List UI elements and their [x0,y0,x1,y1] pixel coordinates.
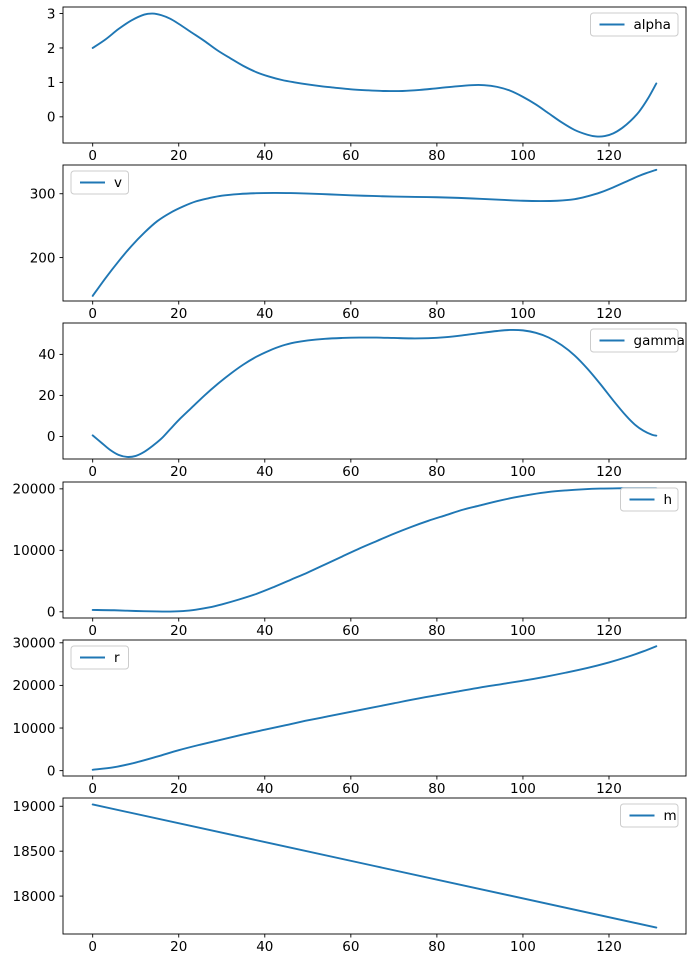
series-line-r [91,645,658,771]
legend-label-m: m [664,808,677,824]
x-tick-label: 0 [88,781,97,797]
series-line-v [91,168,658,297]
x-tick-label: 20 [170,464,187,480]
x-tick-label: 80 [428,623,445,639]
y-tick-label: 0 [47,110,56,126]
x-tick-label: 100 [510,939,536,955]
axes-spines [62,164,687,302]
x-tick-label: 80 [428,939,445,955]
x-tick-label: 80 [428,464,445,480]
x-tick-label: 60 [342,306,359,322]
legend-label-h: h [664,492,673,508]
y-tick-label: 18000 [13,889,56,905]
x-tick-label: 20 [170,623,187,639]
x-tick-label: 40 [256,781,273,797]
axes-background [63,7,686,143]
series-line-gamma [91,328,658,458]
x-tick-label: 60 [342,464,359,480]
subplot-m: 0 20 40 60 80 100 120 18000 18500 19000 m [13,797,687,955]
y-tick-label: 3 [47,6,56,22]
x-tick-label: 120 [596,306,622,322]
y-tick-label: 40 [38,347,55,363]
y-tick-label: 20000 [13,678,56,694]
x-tick-label: 40 [256,464,273,480]
subplot-gamma: 0 20 40 60 80 100 120 0 20 40 gamma [38,322,687,480]
x-tick-label: 80 [428,148,445,164]
x-tick-label: 100 [510,781,536,797]
x-tick-label: 100 [510,148,536,164]
axes-spines [62,639,687,777]
x-tick-label: 40 [256,306,273,322]
legend-alpha: alpha [590,12,679,37]
legend-h: h [620,487,679,512]
axes-background [63,482,686,618]
y-tick-label: 2 [47,41,56,57]
subplot-v: 0 20 40 60 80 100 120 200 300 v [30,164,687,322]
legend-label-alpha: alpha [634,17,671,33]
x-tick-label: 60 [342,939,359,955]
x-tick-label: 0 [88,623,97,639]
x-tick-label: 120 [596,939,622,955]
y-tick-label: 0 [47,429,56,445]
y-tick-label: 19000 [13,799,56,815]
legend-gamma: gamma [590,328,685,353]
x-tick-label: 100 [510,464,536,480]
series-line-m [91,803,658,929]
x-tick-label: 0 [88,306,97,322]
series-line-h [91,487,658,613]
axes-spines [62,6,687,144]
subplot-r: 0 20 40 60 80 100 120 0 10000 20000 30000 r [13,636,687,797]
legend-label-v: v [114,175,122,191]
x-tick-label: 0 [88,939,97,955]
legend-m: m [620,803,679,828]
axes-background [63,165,686,301]
y-tick-label: 20 [38,388,55,404]
x-tick-label: 60 [342,623,359,639]
y-tick-label: 20000 [13,482,56,498]
axes-background [63,323,686,459]
x-tick-label: 100 [510,623,536,639]
x-tick-label: 100 [510,306,536,322]
x-tick-label: 20 [170,781,187,797]
y-tick-label: 10000 [13,543,56,559]
legend-label-gamma: gamma [634,333,685,349]
x-tick-label: 60 [342,781,359,797]
legend-box [590,328,679,353]
x-tick-label: 40 [256,623,273,639]
y-tick-label: 18500 [13,844,56,860]
subplot-h: 0 20 40 60 80 100 120 0 10000 20000 h [13,481,687,639]
axes-spines [62,797,687,935]
x-tick-label: 40 [256,148,273,164]
axes-spines [62,481,687,619]
y-tick-label: 0 [47,763,56,779]
x-tick-label: 20 [170,306,187,322]
x-tick-label: 120 [596,464,622,480]
legend-label-r: r [114,650,120,666]
x-tick-label: 80 [428,781,445,797]
y-tick-label: 30000 [13,636,56,652]
y-tick-label: 10000 [13,721,56,737]
x-tick-label: 0 [88,148,97,164]
axes-spines [62,322,687,460]
x-tick-label: 120 [596,623,622,639]
x-tick-label: 120 [596,781,622,797]
y-tick-label: 0 [47,605,56,621]
y-tick-label: 200 [30,250,56,266]
y-tick-label: 300 [30,187,56,203]
subplot-alpha: 0 20 40 60 80 100 120 0 1 2 3 alpha [47,6,687,164]
y-tick-label: 1 [47,75,56,91]
x-tick-label: 120 [596,148,622,164]
x-tick-label: 60 [342,148,359,164]
x-tick-label: 40 [256,939,273,955]
x-tick-label: 0 [88,464,97,480]
series-line-alpha [91,12,658,138]
x-tick-label: 20 [170,148,187,164]
x-tick-label: 80 [428,306,445,322]
x-tick-label: 20 [170,939,187,955]
legend-r: r [70,645,129,670]
legend-box [590,12,679,37]
legend-v: v [70,170,129,195]
